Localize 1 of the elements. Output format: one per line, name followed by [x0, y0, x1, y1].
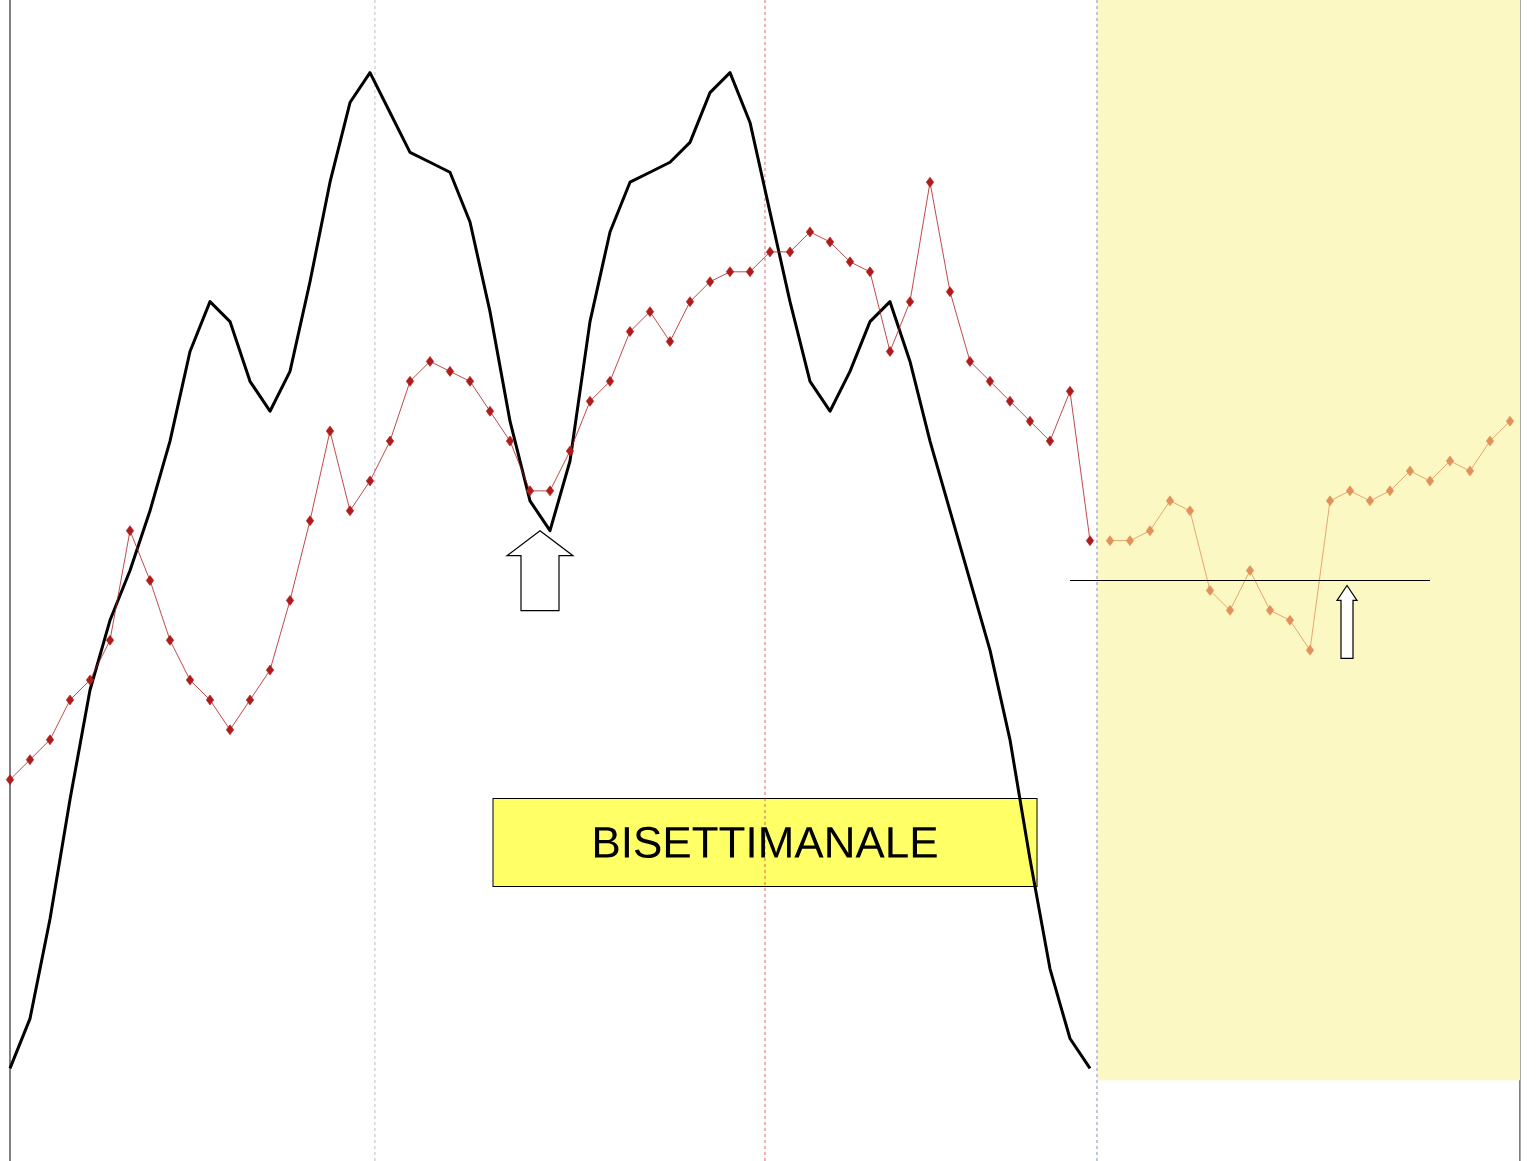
annotation: BISETTIMANALE — [595, 826, 937, 858]
